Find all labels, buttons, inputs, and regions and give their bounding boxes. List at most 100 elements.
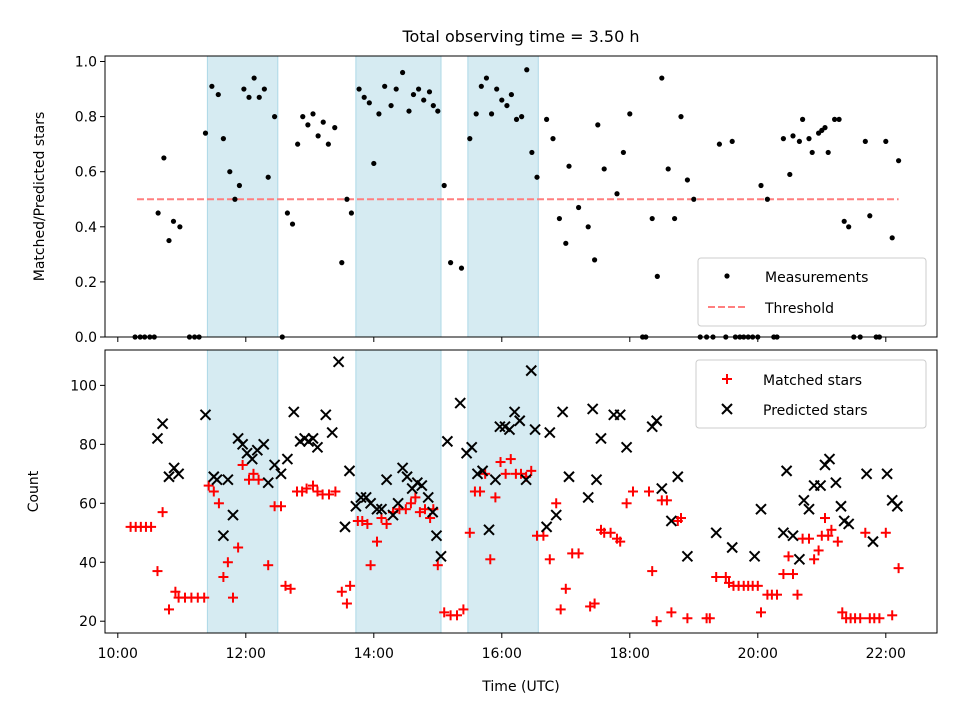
measurement-point [862,138,868,145]
shaded-interval-1 [355,55,442,338]
matched-star-point [308,480,318,491]
measurement-point [550,136,556,142]
measurement-point [729,138,735,145]
y-tick-label: 60 [79,496,97,512]
predicted-star-point [650,415,663,427]
predicted-star-point [620,441,633,453]
measurement-point [256,94,262,100]
predicted-star-point [426,506,439,518]
matched-star-point [330,486,341,497]
matched-star-point [887,610,898,621]
measurement-point [166,237,172,244]
predicted-star-point-b [339,521,351,533]
predicted-star-point [416,479,428,492]
legend-predicted-label: Predicted stars [763,403,868,419]
measurement-point [595,122,601,128]
predicted-star-point [262,476,274,489]
legend-matched-marker [722,374,732,384]
matched-star-point [152,566,163,577]
predicted-star-point-b [380,474,393,486]
predicted-star-point-b [835,500,847,512]
matched-star-point [336,586,347,597]
predicted-star-point [489,474,502,486]
predicted-star-point-b [258,438,270,451]
measurement-point [215,91,221,98]
predicted-star-point [375,503,388,515]
legend-cross-b [721,403,733,415]
predicted-star-point-b [396,462,409,474]
top-legend-box [697,257,927,327]
matched-star-point [661,495,672,506]
measurement-point [614,191,620,197]
predicted-star-point-b [508,406,521,418]
matched-star-point [285,583,296,594]
predicted-star-point [665,515,678,527]
predicted-star-point [586,403,599,415]
matched-star-point [605,527,616,538]
predicted-star-point-b [814,479,827,492]
measurement-point [576,204,582,211]
predicted-star-point-b [525,364,537,377]
measurement-point [488,111,495,117]
measurement-point [251,75,257,81]
measurement-point [544,116,550,122]
predicted-star-point-b [748,550,761,563]
predicted-star-point [168,462,180,474]
measurement-point [519,114,525,120]
predicted-star-point-b [232,432,244,445]
matched-star-point [170,586,181,597]
predicted-star-point-b [172,468,185,480]
measurement-point [289,221,296,227]
predicted-star-point-b [454,397,466,409]
measurement-point [796,138,803,145]
predicted-star-point [656,482,668,495]
measurement-point [499,97,505,103]
measurement-point [320,119,326,125]
predicted-star-point [258,438,270,451]
measurement-point [236,182,242,189]
measurement-point [896,158,902,164]
measurement-point [566,163,572,169]
bottom-x-ticks: 10:00 12:00 14:00 16:00 18:00 20:00 22:00 [98,633,906,662]
x-tick-label: 16:00 [482,646,522,662]
predicted-star-point-b [307,432,319,445]
predicted-star-point [401,471,413,483]
measurement-point [232,196,238,202]
predicted-star-point-b [227,509,239,521]
measurement-point [202,130,209,136]
top-x-ticks [117,337,887,342]
predicted-star-point [835,500,847,512]
predicted-star-point-b [483,524,495,536]
predicted-star-point [681,550,694,563]
matched-star-point [682,613,693,624]
predicted-star-point [819,459,831,471]
matched-star-point [146,521,157,532]
measurement-point [430,102,436,109]
measurement-point [585,224,591,230]
matched-star-point [711,571,722,582]
measurement-point [344,196,350,202]
predicted-star-point-b [672,471,684,483]
matched-star-point [651,616,662,627]
predicted-star-point [803,503,815,515]
measurement-point [563,240,569,246]
matched-star-point [823,530,834,541]
measurement-point [556,215,563,222]
predicted-star-point [672,471,684,483]
matched-star-point [253,474,264,485]
matched-star-point [783,551,794,562]
measurement-points [132,67,902,340]
x-tick-label: 20:00 [738,646,778,662]
predicted-star-point [355,491,367,504]
matched-star-point [341,598,352,609]
matched-star-point [573,548,584,559]
predicted-star-point-b [755,503,767,515]
matched-star-point [538,530,549,541]
matched-star-point [248,468,259,479]
measurement-point [654,273,660,279]
matched-star-point [365,560,376,571]
predicted-star-point [156,417,169,430]
predicted-star-point-b [520,474,532,486]
predicted-star-point [392,497,404,509]
predicted-star-point [508,406,521,418]
